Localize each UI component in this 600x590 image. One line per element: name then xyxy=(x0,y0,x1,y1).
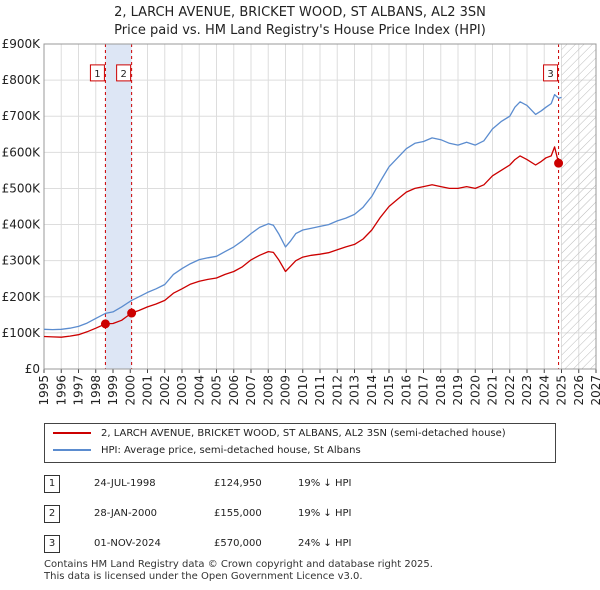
legend-item-hpi: HPI: Average price, semi-detached house,… xyxy=(53,443,361,459)
y-tick-label: £0 xyxy=(25,362,40,376)
x-tick-label: 2018 xyxy=(434,375,448,406)
x-tick-label: 2013 xyxy=(348,375,362,406)
transaction-price: £155,000 xyxy=(214,508,262,519)
table-row: 2 28-JAN-2000 £155,000 19% ↓ HPI xyxy=(44,505,564,523)
transaction-number: 2 xyxy=(44,505,60,523)
x-tick-label: 2021 xyxy=(486,375,500,406)
x-tick-label: 1998 xyxy=(89,375,103,406)
forecast-hatch xyxy=(561,44,596,369)
x-tick-label: 2012 xyxy=(330,375,344,406)
plot-frame xyxy=(43,43,597,370)
y-tick-label: £700K xyxy=(2,109,42,123)
transaction-price: £570,000 xyxy=(214,538,262,549)
x-tick-label: 2027 xyxy=(589,375,600,406)
y-tick-label: £300K xyxy=(2,254,42,268)
x-tick-label: 2010 xyxy=(296,375,310,406)
x-tick-label: 1997 xyxy=(72,375,86,406)
chart-title-line: 2, LARCH AVENUE, BRICKET WOOD, ST ALBANS… xyxy=(114,5,486,20)
x-tick-label: 2024 xyxy=(537,375,551,406)
x-tick-label: 2009 xyxy=(279,375,293,406)
x-tick-label: 2001 xyxy=(141,375,155,406)
x-tick-label: 2020 xyxy=(468,375,482,406)
legend-label-hpi: HPI: Average price, semi-detached house,… xyxy=(101,445,361,456)
x-tick-label: 2007 xyxy=(244,375,258,406)
x-tick-label: 1995 xyxy=(37,375,51,406)
x-tick-label: 1999 xyxy=(106,375,120,406)
x-tick-label: 2005 xyxy=(210,375,224,406)
x-tick-label: 2019 xyxy=(451,375,465,406)
property-series-line xyxy=(43,146,560,338)
transaction-number: 1 xyxy=(44,475,60,493)
x-tick-label: 2016 xyxy=(399,375,413,406)
y-tick-label: £600K xyxy=(2,145,42,159)
sale-number-label: 3 xyxy=(547,69,553,80)
hpi-series-line xyxy=(43,93,562,331)
table-row: 1 24-JUL-1998 £124,950 19% ↓ HPI xyxy=(44,475,564,493)
x-tick-label: 1996 xyxy=(54,375,68,406)
x-tick-label: 2003 xyxy=(175,375,189,406)
y-tick-label: £500K xyxy=(2,181,42,195)
transaction-date: 01-NOV-2024 xyxy=(94,538,161,549)
chart-title: 2, LARCH AVENUE, BRICKET WOOD, ST ALBANS… xyxy=(0,4,600,40)
price-chart: £0 £100K £200K £300K £400K £500K £600K £700K £80… xyxy=(2,37,600,406)
transaction-date: 28-JAN-2000 xyxy=(94,508,158,519)
y-tick-label: £200K xyxy=(2,290,42,304)
sale-number-label: 1 xyxy=(94,69,100,80)
legend-item-property: 2, LARCH AVENUE, BRICKET WOOD, ST ALBANS… xyxy=(53,426,506,442)
table-row: 3 01-NOV-2024 £570,000 24% ↓ HPI xyxy=(44,535,564,553)
x-tick-label: 2014 xyxy=(365,375,379,406)
transaction-price: £124,950 xyxy=(214,478,262,489)
sale-point xyxy=(100,319,110,329)
x-tick-label: 2023 xyxy=(520,375,534,406)
y-tick-label: £100K xyxy=(2,326,42,340)
footer-licence: This data is licensed under the Open Gov… xyxy=(44,571,363,582)
x-tick-label: 2011 xyxy=(313,375,327,406)
legend-swatch-property xyxy=(53,432,91,434)
legend-label-property: 2, LARCH AVENUE, BRICKET WOOD, ST ALBANS… xyxy=(101,428,506,439)
sale-number-box xyxy=(116,64,132,82)
transaction-hpi-diff: 19% ↓ HPI xyxy=(298,478,352,489)
y-tick-label: £900K xyxy=(2,37,42,51)
x-tick-label: 2004 xyxy=(192,375,206,406)
x-tick-label: 2002 xyxy=(158,375,172,406)
x-tick-label: 2015 xyxy=(382,375,396,406)
x-tick-label: 2017 xyxy=(417,375,431,406)
legend: 2, LARCH AVENUE, BRICKET WOOD, ST ALBANS… xyxy=(44,423,556,463)
highlight-band xyxy=(105,44,132,369)
transaction-hpi-diff: 24% ↓ HPI xyxy=(298,538,352,549)
sale-number-label: 2 xyxy=(120,69,126,80)
x-tick-label: 2006 xyxy=(227,375,241,406)
x-tick-label: 2025 xyxy=(555,375,569,406)
legend-swatch-hpi xyxy=(53,449,91,451)
x-tick-label: 2022 xyxy=(503,375,517,406)
footer-copyright: Contains HM Land Registry data © Crown c… xyxy=(44,559,433,570)
transaction-number: 3 xyxy=(44,535,60,553)
y-tick-label: £800K xyxy=(2,73,42,87)
chart-subtitle-line: Price paid vs. HM Land Registry's House … xyxy=(114,23,486,38)
x-tick-label: 2008 xyxy=(261,375,275,406)
y-tick-label: £400K xyxy=(2,218,42,232)
x-tick-label: 2000 xyxy=(123,375,137,406)
footer: Contains HM Land Registry data © Crown c… xyxy=(44,559,433,583)
x-tick-label: 2026 xyxy=(572,375,586,406)
sale-number-box xyxy=(89,64,105,82)
sale-number-box xyxy=(543,64,559,82)
transaction-date: 24-JUL-1998 xyxy=(94,478,156,489)
transaction-hpi-diff: 19% ↓ HPI xyxy=(298,508,352,519)
sale-point xyxy=(127,308,137,318)
sale-point xyxy=(554,158,564,168)
